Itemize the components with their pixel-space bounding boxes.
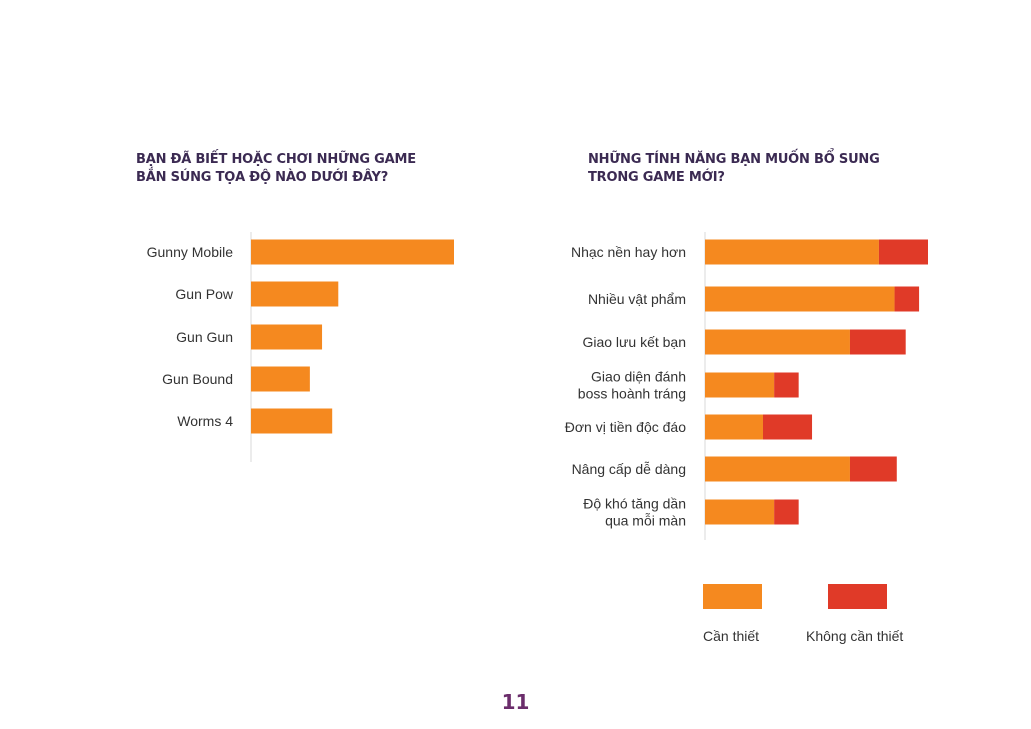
chart-title-left: BẠN ĐÃ BIẾT HOẶC CHƠI NHỮNG GAME BẮN SÚN…	[136, 151, 416, 187]
chart-title-right-line-1: NHỮNG TÍNH NĂNG BẠN MUỐN BỔ SUNG	[588, 152, 880, 167]
right-bar-not-needed-5	[849, 456, 897, 482]
right-category-label-6: Độ khó tăng dần qua mỗi màn	[583, 496, 686, 529]
right-category-label-2: Giao lưu kết bạn	[582, 334, 686, 350]
page-number: 11	[501, 690, 530, 714]
right-category-label-5: Nâng cấp dễ dàng	[572, 461, 686, 477]
chart-title-right: NHỮNG TÍNH NĂNG BẠN MUỐN BỔ SUNG TRONG G…	[588, 151, 880, 187]
left-bar-3	[251, 366, 310, 392]
chart-title-left-line-1: BẠN ĐÃ BIẾT HOẶC CHƠI NHỮNG GAME	[136, 152, 416, 167]
right-bar-not-needed-3	[774, 372, 799, 398]
left-category-label-4: Worms 4	[177, 413, 233, 429]
right-bar-not-needed-2	[849, 329, 906, 355]
left-bar-1	[251, 281, 339, 307]
right-bar-needed-5	[705, 456, 850, 482]
right-category-label-4: Đơn vị tiền độc đáo	[565, 419, 686, 435]
legend-label-needed: Cần thiết	[703, 628, 760, 644]
right-bar-needed-1	[705, 286, 895, 312]
left-bar-4	[251, 408, 333, 434]
chart-title-right-line-2: TRONG GAME MỚI?	[588, 170, 725, 185]
right-bar-not-needed-4	[762, 414, 813, 440]
right-bar-needed-4	[705, 414, 763, 440]
left-category-label-1: Gun Pow	[175, 286, 233, 302]
left-category-label-2: Gun Gun	[176, 329, 233, 345]
left-category-label-0: Gunny Mobile	[147, 244, 234, 260]
right-bar-needed-2	[705, 329, 850, 355]
right-bar-needed-0	[705, 239, 879, 265]
right-category-label-0: Nhạc nền hay hơn	[571, 244, 686, 260]
right-bar-not-needed-1	[894, 286, 920, 312]
right-category-label-3: Giao diện đánh boss hoành tráng	[578, 369, 686, 402]
legend-swatch-needed	[703, 584, 762, 609]
right-bar-needed-3	[705, 372, 775, 398]
left-category-label-3: Gun Bound	[162, 371, 233, 387]
left-bar-0	[251, 239, 454, 265]
right-category-label-1: Nhiều vật phẩm	[588, 291, 686, 307]
chart-title-left-line-2: BẮN SÚNG TỌA ĐỘ NÀO DƯỚI ĐÂY?	[136, 170, 389, 185]
legend-label-not-needed: Không cần thiết	[806, 628, 904, 644]
left-bar-2	[251, 324, 323, 350]
right-bar-not-needed-6	[774, 499, 799, 525]
right-bar-not-needed-0	[878, 239, 928, 265]
legend-swatch-not-needed	[828, 584, 887, 609]
right-bar-needed-6	[705, 499, 775, 525]
